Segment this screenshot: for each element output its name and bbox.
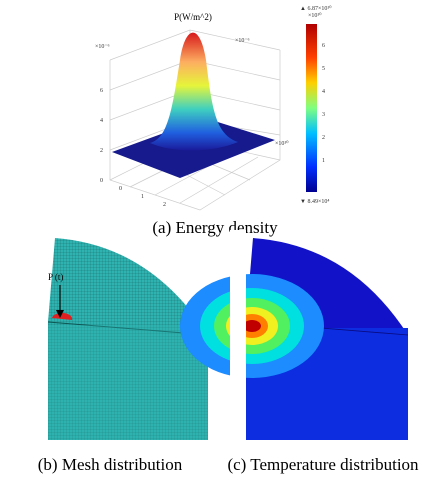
x-ticks: 0 1 2 (119, 186, 166, 208)
plot-title: P(W/m^2) (174, 12, 212, 22)
colorbar-tick-label: 1 (322, 158, 325, 164)
axis-exponent: ×10¹⁰ (275, 140, 289, 147)
axis-exponent: ×10⁻⁶ (235, 38, 250, 44)
mask (230, 230, 246, 450)
caption: (c) Temperature distribution (227, 455, 419, 474)
axis-box (109, 50, 281, 211)
colorbar-ticks: 6 5 4 3 2 1 (322, 43, 325, 164)
surface-peak (150, 32, 238, 151)
colorbar-tick-label: 5 (322, 66, 325, 72)
caption: (b) Mesh distribution (38, 455, 183, 474)
colorbar-tick-label: 6 (322, 43, 325, 49)
x-tick-label: 1 (141, 194, 144, 200)
x-tick-label: 2 (163, 202, 166, 208)
z-tick-label: 0 (100, 178, 103, 184)
heat-source (52, 312, 73, 320)
colorbar-exponent: ×10¹⁰ (308, 12, 322, 19)
mesh-model (48, 238, 208, 440)
z-tick-label: 2 (100, 148, 103, 154)
z-ticks: 6 4 2 0 (100, 88, 103, 184)
colorbar-tick-label: 3 (322, 112, 325, 118)
mesh-front (48, 325, 208, 440)
colorbar-max: ▲ 6.87×10¹⁰ (300, 5, 332, 12)
z-tick-label: 6 (100, 88, 103, 94)
colorbar-min: ▼ 8.49×10⁴ (300, 199, 329, 205)
z-tick-label: 4 (100, 118, 103, 124)
axis-exponent: ×10⁻⁶ (95, 44, 110, 50)
load-label: P (t) (48, 272, 63, 282)
colorbar-tick-label: 2 (322, 135, 325, 141)
temperature-contours (180, 274, 324, 378)
colorbar-tick-label: 4 (322, 89, 325, 95)
x-tick-label: 0 (119, 186, 122, 192)
colorbar (306, 24, 317, 192)
load-arrow-head (56, 310, 64, 318)
caption: (a) Energy density (152, 218, 278, 237)
